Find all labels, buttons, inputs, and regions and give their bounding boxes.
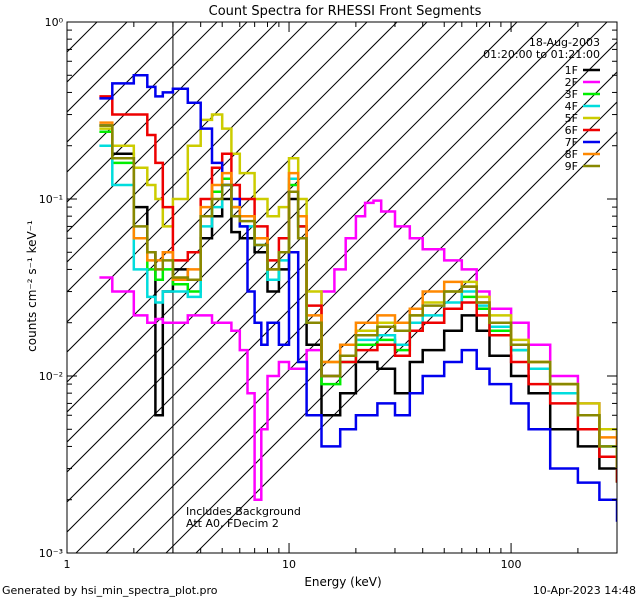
hatch-box [67, 22, 173, 553]
background-note: Includes Background [186, 505, 301, 518]
y-axis-label: counts cm⁻² s⁻¹ keV⁻¹ [25, 220, 39, 352]
hatch-line [67, 22, 248, 203]
hatch-line [67, 22, 188, 143]
hatch-line [67, 22, 278, 233]
hatch-line [67, 22, 308, 263]
hatched-region [67, 22, 617, 553]
y-tick-label: 10⁰ [45, 16, 64, 29]
legend-label: 7F [565, 136, 578, 149]
hatch-line [67, 22, 518, 473]
footer-date: 10-Apr-2023 14:48 [533, 584, 636, 597]
legend-label: 5F [565, 112, 578, 125]
legend-label: 2F [565, 76, 578, 89]
x-axis-label: Energy (keV) [304, 575, 381, 589]
chart-title: Count Spectra for RHESSI Front Segments [209, 4, 482, 19]
legend-label: 4F [565, 100, 578, 113]
hatch-line [67, 22, 338, 293]
series-line-7f [99, 74, 617, 522]
footer-generated: Generated by hsi_min_spectra_plot.pro [2, 584, 218, 597]
hatch-line [75, 22, 608, 553]
hatch-line [67, 22, 158, 113]
legend-label: 6F [565, 124, 578, 137]
plot-frame [66, 21, 618, 554]
attenuator-note: Att A0, FDecim 2 [186, 517, 279, 530]
hatch-line [67, 22, 548, 503]
hatch-line [67, 22, 428, 383]
y-axis-ticks: 10⁻³ 10⁻² 10⁻¹ 10⁰ [39, 16, 617, 560]
legend-label: 3F [565, 88, 578, 101]
series-lines [99, 74, 617, 522]
hatch-line [135, 71, 617, 553]
hatch-line [67, 22, 98, 53]
x-axis-ticks: 1 10 100 [64, 22, 618, 571]
date-label: 18-Aug-2003 [529, 36, 600, 49]
legend-label: 8F [565, 148, 578, 161]
hatch-line [105, 41, 617, 553]
y-tick-label: 10⁻³ [39, 547, 63, 560]
hatch-line [67, 22, 578, 533]
x-tick-label: 1 [64, 558, 71, 571]
series-line-6f [99, 95, 617, 483]
hatch-line [67, 22, 368, 323]
y-tick-label: 10⁻¹ [39, 193, 63, 206]
hatch-line [67, 22, 458, 413]
legend-label: 9F [565, 160, 578, 173]
series-line-8f [99, 121, 617, 469]
hatch-line [67, 22, 218, 173]
series-line-9f [99, 124, 617, 469]
y-tick-label: 10⁻² [39, 370, 63, 383]
x-tick-label: 100 [501, 558, 522, 571]
hatch-line [67, 22, 488, 443]
time-range-label: 01:20:00 to 01:21:00 [483, 48, 600, 61]
x-tick-label: 10 [282, 558, 296, 571]
hatch-line [67, 22, 398, 353]
legend-label: 1F [565, 64, 578, 77]
series-line-4f [99, 144, 617, 469]
